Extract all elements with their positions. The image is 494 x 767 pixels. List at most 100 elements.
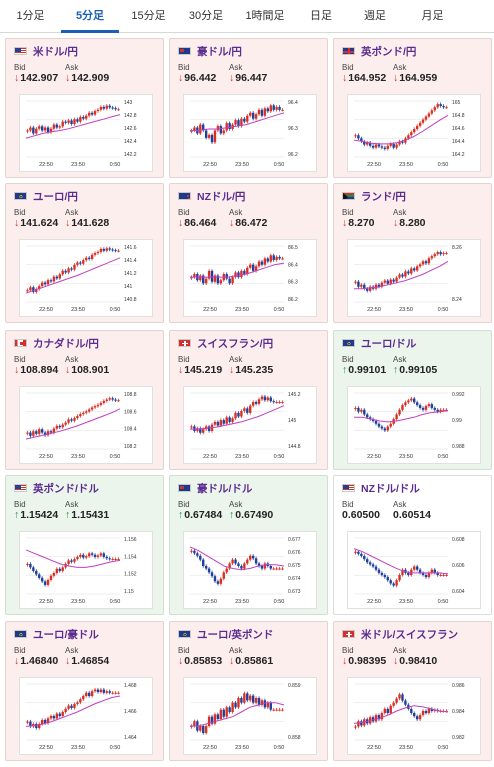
y-tick-label: 1.15 [124,589,134,595]
mini-candlestick-chart[interactable]: 143 142.8 142.6 142.4 142.2 22:50 23:50 0:50 [19,94,153,172]
rate-card[interactable]: ユーロ/ドル Bid Ask ↑0.99101 ↑0.99105 0.992 0.99 0.9… [333,330,492,470]
y-tick-label: 143 [124,100,133,106]
candle-body [275,709,278,711]
pair-name-link[interactable]: ユーロ/英ポンド [197,628,274,641]
ask-price: ↓86.472 [229,217,267,229]
rate-card[interactable]: 豪ドル/ドル Bid Ask ↑0.67484 ↑0.67490 0.677 0.676 0.… [169,475,328,615]
candle-body [395,144,398,148]
tab-4[interactable]: 30分足 [188,10,224,22]
pair-name-link[interactable]: カナダドル/円 [33,337,99,350]
pair-name-link[interactable]: ランド/円 [361,190,406,203]
candle-body [219,420,223,426]
x-tick-label: 22:50 [39,162,53,168]
tab-8[interactable]: 月足 [421,10,444,22]
tab-3[interactable]: 15分足 [131,10,166,22]
candle-body [29,721,32,727]
rate-card[interactable]: ユーロ/英ポンド Bid Ask ↓0.85853 ↓0.85861 0.859 0.858… [169,621,328,761]
y-tick-label: 1.154 [124,554,137,560]
pair-name-link[interactable]: NZドル/ドル [361,482,420,495]
mini-candlestick-chart[interactable]: 1.468 1.466 1.464 22:50 23:50 0:50 [19,677,153,755]
pair-name-link[interactable]: 米ドル/スイスフラン [361,628,459,641]
y-tick-label: 142.8 [124,113,137,119]
pair-name-link[interactable]: NZドル/円 [197,190,246,203]
rate-card[interactable]: 豪ドル/円 Bid Ask ↓96.442 ↓96.447 96.4 96.3 96.2 22:… [169,38,328,178]
candle-body [374,566,378,570]
candle-body [207,134,211,138]
ask-price: 0.60514 [393,509,431,521]
card-header: ユーロ/豪ドル [14,628,99,641]
mini-candlestick-chart[interactable]: 141.6 141.4 141.2 141 140.8 22:50 23:50 0:50 [19,239,153,317]
y-tick-label: 8.24 [452,297,462,303]
pair-name-link[interactable]: ユーロ/ドル [361,337,417,350]
rate-card[interactable]: 英ポンド/円 Bid Ask ↓164.952 ↓164.959 165 164.8 164.… [333,38,492,178]
rate-card[interactable]: ユーロ/豪ドル Bid Ask ↓1.46840 ↓1.46854 1.468 1.466 1… [5,621,164,761]
x-tick-label: 22:50 [367,162,381,168]
arrow-down-icon: ↓ [342,72,348,84]
pair-name-link[interactable]: 英ポンド/円 [361,45,417,58]
tab-6[interactable]: 日足 [310,10,332,22]
card-header: ランド/円 [342,190,406,203]
rate-card[interactable]: ランド/円 Bid Ask ↓8.270 ↓8.280 8.26 8.24 22:50 23:5… [333,183,492,323]
rate-card[interactable]: 米ドル/スイスフラン Bid Ask ↓0.98395 ↓0.98410 0.986 0.9… [333,621,492,761]
candle-body [38,724,41,728]
tab-1[interactable]: 1分足 [16,10,45,22]
candle-body [269,105,272,112]
candle-body [225,707,228,717]
pair-name-link[interactable]: 豪ドル/ドル [197,482,253,495]
candle-body [85,556,88,558]
mini-candlestick-chart[interactable]: 108.8 108.6 108.4 108.2 22:50 23:50 0:50 [19,386,153,464]
rate-card[interactable]: NZドル/円 Bid Ask ↓86.464 ↓86.472 86.5 86.4 86.3 86… [169,183,328,323]
pair-name-link[interactable]: 英ポンド/ドル [33,482,99,495]
candle-body [79,116,82,122]
mini-candlestick-chart[interactable]: 0.992 0.99 0.988 22:50 23:50 0:50 [347,386,481,464]
candle-body [105,556,108,559]
candle-body [67,705,70,709]
candle-body [111,559,114,560]
tab-2[interactable]: 5分足 [61,0,119,33]
pair-name-link[interactable]: スイスフラン/円 [197,337,274,350]
rate-card[interactable]: ユーロ/円 Bid Ask ↓141.624 ↓141.628 141.6 141.4 141… [5,183,164,323]
mini-candlestick-chart[interactable]: 165 164.8 164.6 164.4 164.2 22:50 23:50 0:50 [347,94,481,172]
pair-name-link[interactable]: 米ドル/円 [33,45,78,58]
candle-body [433,569,436,573]
candle-body [275,256,278,260]
candle-body [190,426,193,428]
candle-body [392,279,395,282]
rate-card[interactable]: カナダドル/円 Bid Ask ↓108.894 ↓108.901 108.8 108.6 1… [5,330,164,470]
candle-body [79,554,82,557]
rate-card[interactable]: 英ポンド/ドル Bid Ask ↑1.15424 ↑1.15431 1.156 1.154 1… [5,475,164,615]
candle-body [424,574,428,578]
candle-body [257,109,261,115]
candle-body [371,145,375,148]
rate-card[interactable]: スイスフラン/円 Bid Ask ↓145.219 ↓145.235 145.2 145 14… [169,330,328,470]
card-header: 英ポンド/円 [342,45,417,58]
mini-candlestick-chart[interactable]: 8.26 8.24 22:50 23:50 0:50 [347,239,481,317]
mini-candlestick-chart[interactable]: 1.156 1.154 1.152 1.15 22:50 23:50 0:50 [19,531,153,609]
mini-candlestick-chart[interactable]: 145.2 145 144.8 22:50 23:50 0:50 [183,386,317,464]
pair-name-link[interactable]: ユーロ/豪ドル [33,628,99,641]
mini-candlestick-chart[interactable]: 96.4 96.3 96.2 22:50 23:50 0:50 [183,94,317,172]
x-tick-label: 0:50 [274,454,285,460]
candle-body [108,558,111,560]
ask-value: 0.99105 [399,364,438,376]
mini-candlestick-chart[interactable]: 86.5 86.4 86.3 86.2 22:50 23:50 0:50 [183,239,317,317]
candle-body [389,580,392,584]
candle-body [82,554,85,558]
rate-card[interactable]: 米ドル/円 Bid Ask ↓142.907 ↓142.909 143 142.8 142.6… [5,38,164,178]
mini-candlestick-chart[interactable]: 0.859 0.858 22:50 23:50 0:50 [183,677,317,755]
mini-candlestick-chart[interactable]: 0.608 0.606 0.604 22:50 23:50 0:50 [347,531,481,609]
candle-body [73,418,76,421]
mini-candlestick-chart[interactable]: 0.986 0.984 0.982 22:50 23:50 0:50 [347,677,481,755]
x-tick-label: 23:50 [399,162,413,168]
rate-card[interactable]: NZドル/ドル Bid Ask 0.60500 0.60514 0.608 0.606 0.6… [333,475,492,615]
x-tick-label: 0:50 [438,307,449,313]
candle-body [360,721,363,726]
candle-body [114,559,117,560]
tab-7[interactable]: 週足 [364,10,386,22]
bid-value: 145.219 [184,364,223,376]
pair-name-link[interactable]: 豪ドル/円 [197,45,242,58]
tab-5[interactable]: 1時間足 [245,10,285,22]
candle-body [190,550,193,552]
mini-candlestick-chart[interactable]: 0.677 0.676 0.675 0.674 0.673 22:50 23:50 0:50 [183,531,317,609]
pair-name-link[interactable]: ユーロ/円 [33,190,78,203]
